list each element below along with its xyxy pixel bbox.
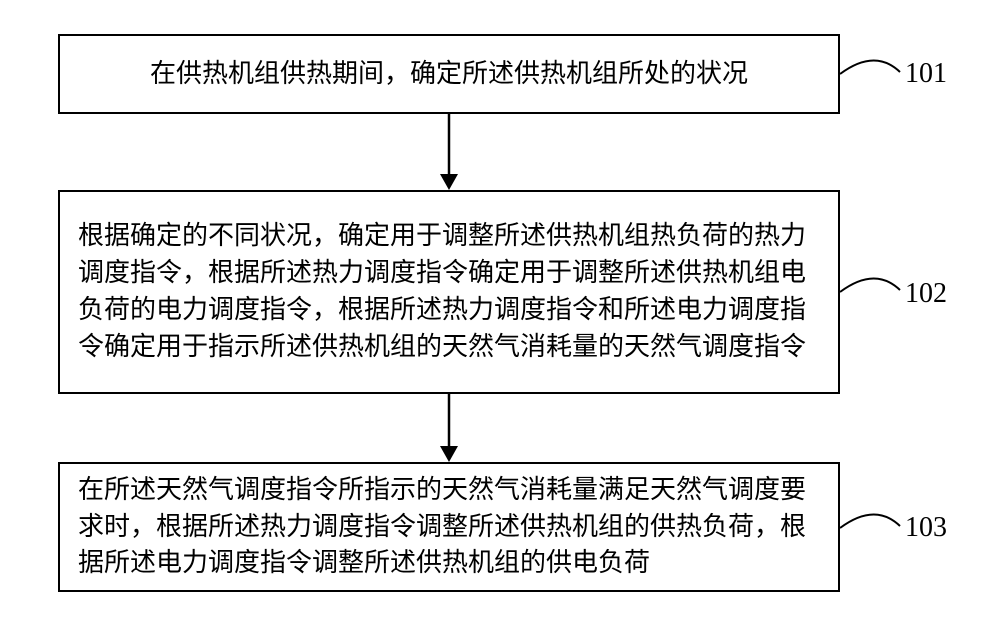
leader-line-3 [0, 0, 1000, 617]
flowchart-canvas: 在供热机组供热期间，确定所述供热机组所处的状况 101 根据确定的不同状况，确定… [0, 0, 1000, 617]
node-3-label: 103 [905, 512, 947, 544]
